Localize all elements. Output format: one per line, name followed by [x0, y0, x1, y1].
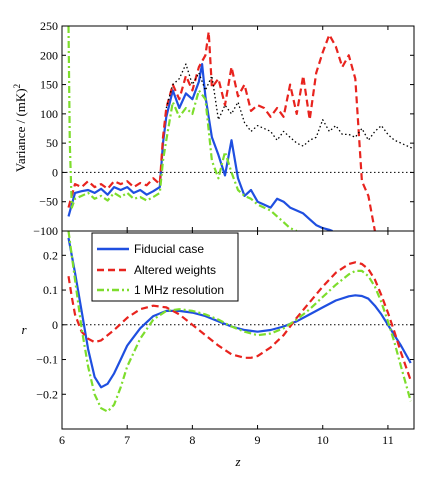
correlation-x-axis-label: z	[234, 454, 240, 469]
variance-x-ticks	[61, 26, 389, 231]
legend-entry-altered: Altered weights	[97, 263, 216, 277]
correlation-x-tick-label: 6	[59, 433, 65, 447]
correlation-y-axis-label: r	[21, 322, 27, 337]
variance-series-altered-weights	[67, 30, 376, 231]
correlation-series-group	[67, 231, 412, 413]
legend-entry-fiducial: Fiducial case	[97, 242, 204, 256]
variance-y-tick-label: 50	[46, 136, 58, 150]
variance-series-fiducial-case	[67, 62, 333, 231]
legend: Fiducial case Altered weights 1 MHz reso…	[91, 232, 239, 302]
correlation-x-tick-label: 7	[124, 433, 130, 447]
legend-label-1mhz: 1 MHz resolution	[134, 283, 224, 297]
correlation-panel: −0.2 −0.1 0 0.1 0.2 6 7 8 9 10 11 r z Fiducial ca…	[21, 230, 415, 469]
correlation-y-tick-label: 0.2	[43, 248, 58, 262]
correlation-y-tick-label: −0.1	[36, 353, 58, 367]
variance-y-tick-label: −100	[33, 224, 58, 238]
legend-label-altered: Altered weights	[134, 263, 216, 277]
correlation-plot-frame	[61, 230, 415, 430]
variance-series-1-mhz-resolution	[67, 26, 298, 231]
correlation-y-ticks: −0.2 −0.1 0 0.1 0.2	[36, 248, 414, 401]
correlation-x-tick-label: 9	[255, 433, 261, 447]
variance-y-tick-label: −50	[39, 195, 58, 209]
correlation-x-tick-label: 11	[382, 433, 394, 447]
correlation-x-tick-label: 8	[189, 433, 195, 447]
variance-y-tick-label: 200	[40, 48, 58, 62]
legend-label-fiducial: Fiducial case	[134, 242, 204, 256]
variance-panel: −100 −50 0 50 100 150 200 250 Variance / (mK)2	[12, 19, 415, 238]
correlation-series-altered-weights	[67, 261, 412, 381]
legend-entry-1mhz: 1 MHz resolution	[97, 283, 224, 297]
correlation-x-tick-label: 10	[317, 433, 329, 447]
correlation-y-tick-label: 0	[52, 318, 58, 332]
correlation-series-1-mhz-resolution	[67, 231, 412, 413]
variance-y-tick-label: 0	[52, 165, 58, 179]
correlation-series-fiducial-case	[67, 237, 412, 389]
variance-y-tick-label: 250	[40, 19, 58, 33]
variance-series-group	[67, 26, 414, 231]
variance-y-tick-label: 150	[40, 78, 58, 92]
correlation-x-ticks: 6 7 8 9 10 11	[59, 231, 394, 447]
variance-y-ticks: −100 −50 0 50 100 150 200 250	[33, 19, 414, 238]
correlation-y-tick-label: −0.2	[36, 387, 58, 401]
variance-y-tick-label: 100	[40, 107, 58, 121]
correlation-y-tick-label: 0.1	[43, 283, 58, 297]
variance-y-axis-label: Variance / (mK)2	[12, 84, 28, 172]
